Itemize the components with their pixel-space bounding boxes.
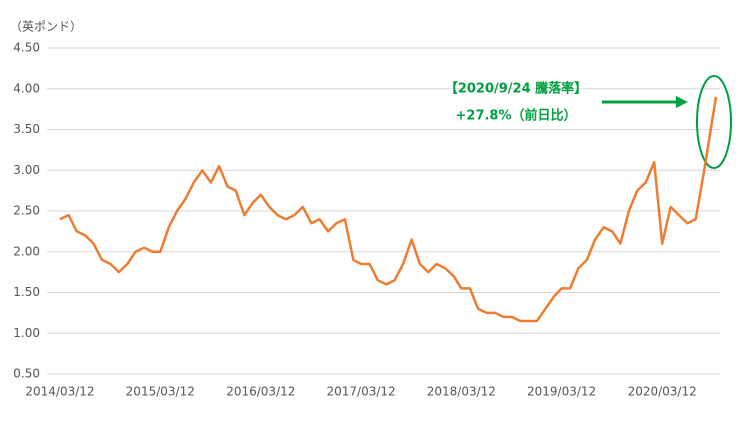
y-tick-label: 4.00 [13,81,40,95]
annotation: 【2020/9/24 騰落率】 [445,81,587,97]
y-tick-label: 0.50 [13,367,40,381]
y-tick-label: 1.50 [13,285,40,299]
x-tick-label: 2018/03/12 [427,385,496,399]
y-tick-label: 4.50 [13,41,40,55]
arrow-head [676,96,688,108]
x-tick-label: 2020/03/12 [628,385,697,399]
y-tick-label: 2.50 [13,204,40,218]
x-tick-label: 2017/03/12 [326,385,395,399]
annotation: +27.8%（前日比） [456,108,577,124]
highlight [696,75,732,169]
x-tick-label: 2016/03/12 [226,385,295,399]
y-tick-label: 2.00 [13,244,40,258]
y-tick-label: 1.00 [13,326,40,340]
x-tick-label: 2019/03/12 [527,385,596,399]
y-tick-label: 3.50 [13,122,40,136]
x-tick-label: 2015/03/12 [126,385,195,399]
y-axis-label: （英ポンド） [10,20,82,34]
y-tick-label: 3.00 [13,163,40,177]
x-tick-label: 2014/03/12 [25,385,94,399]
price-line [59,96,718,323]
